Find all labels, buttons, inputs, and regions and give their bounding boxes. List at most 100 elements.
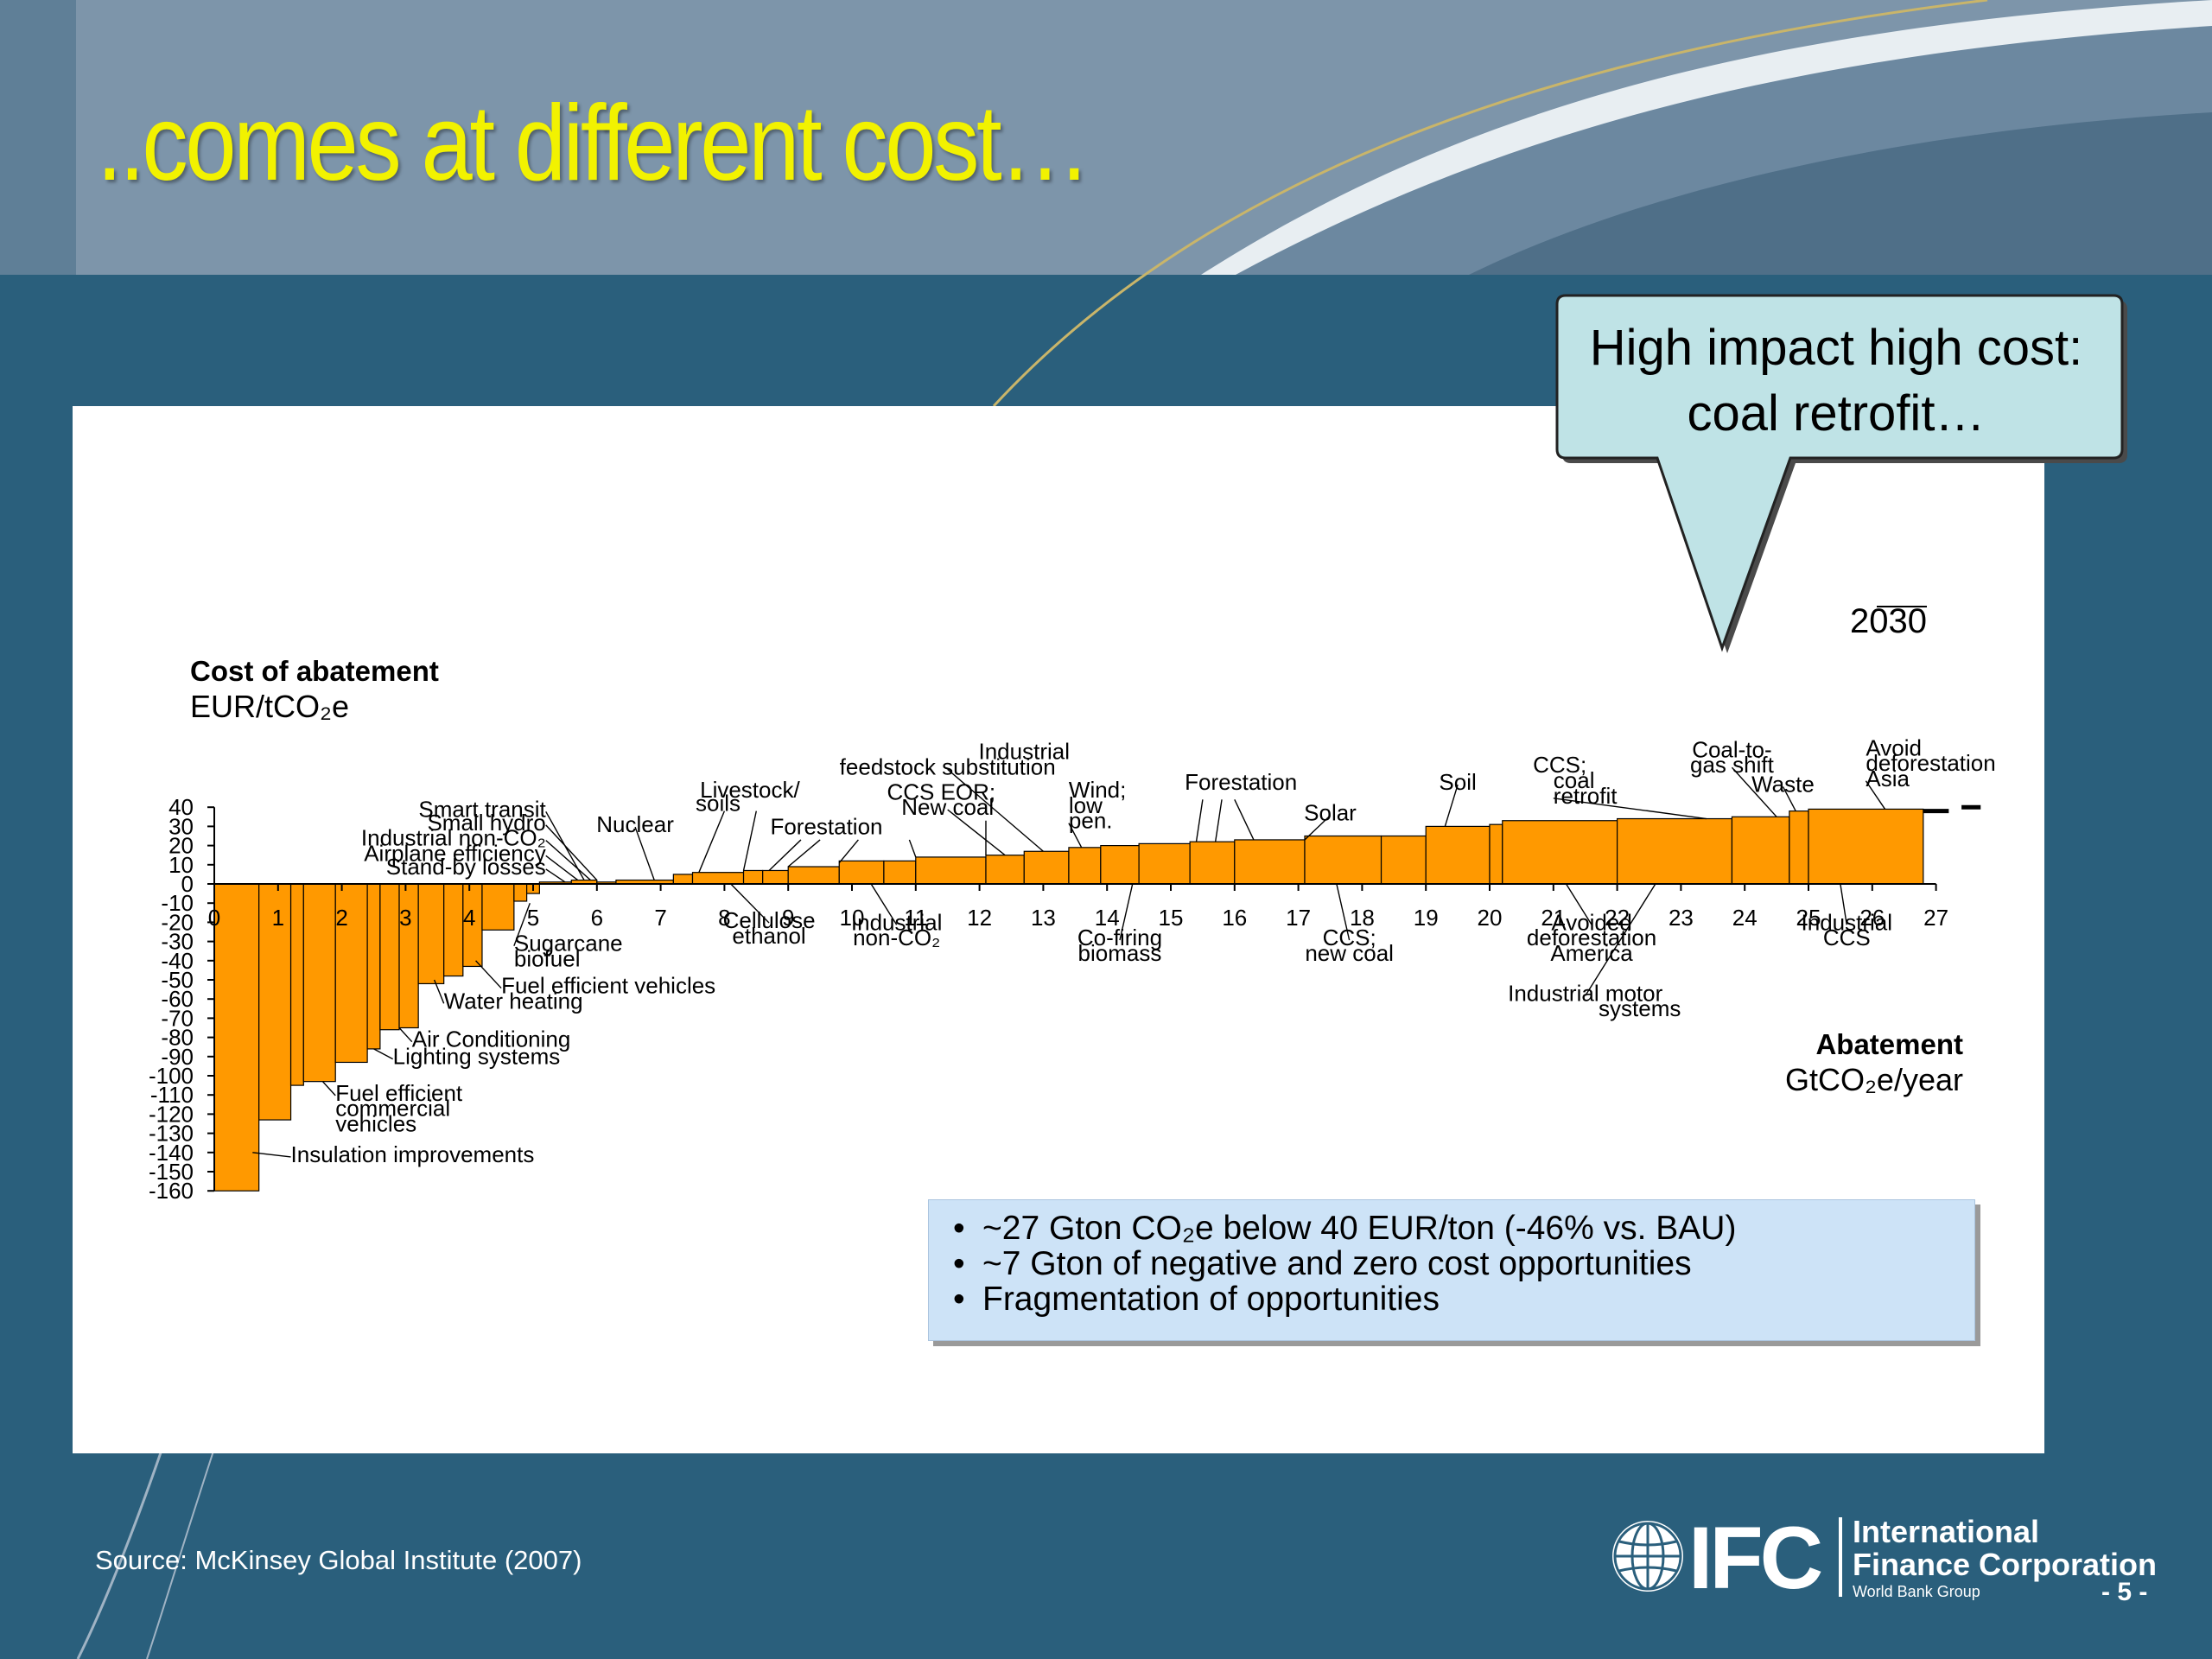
data-label: Industrial — [979, 739, 1071, 765]
data-label: Livestock/ — [700, 777, 800, 803]
x-tick-label: 25 — [1796, 905, 1821, 931]
leader-line — [1840, 883, 1847, 925]
leader-line — [1234, 799, 1255, 841]
data-label: soils — [696, 791, 741, 817]
leader-line — [908, 839, 917, 858]
data-label: Water heating — [444, 988, 583, 1014]
x-tick-label: 14 — [1095, 905, 1120, 931]
y-axis-title: Cost of abatement — [190, 655, 439, 687]
x-tick-label: 24 — [1732, 905, 1758, 931]
cost-bar — [258, 883, 292, 1121]
data-label: Fuel efficient — [335, 1080, 463, 1106]
data-label: Soil — [1439, 769, 1476, 795]
x-tick-label: 13 — [1031, 905, 1056, 931]
leader-line — [475, 960, 502, 989]
data-label: biofuel — [514, 945, 581, 971]
leader-line — [947, 768, 1044, 852]
cost-bar — [1502, 820, 1618, 885]
data-label: Co-firing — [1077, 925, 1162, 950]
logo-line-world-bank-group: World Bank Group — [1853, 1583, 1980, 1600]
y-tick-label: -140 — [149, 1140, 194, 1166]
cost-bar — [213, 883, 260, 1192]
leader-lines-group — [252, 766, 1886, 1158]
data-label: pen. — [1069, 808, 1113, 834]
data-label: Insulation improvements — [291, 1141, 535, 1167]
page-number: - 5 - — [2101, 1578, 2148, 1606]
cost-bar — [1068, 847, 1102, 885]
data-label: gas shift — [1690, 752, 1775, 778]
data-label: Air Conditioning — [412, 1027, 571, 1052]
data-label: Sugarcane — [514, 931, 623, 957]
leader-line — [1336, 883, 1351, 941]
leader-line — [513, 902, 531, 946]
x-tick-label: 9 — [782, 905, 794, 931]
data-label: Industrial non-CO₂ — [361, 825, 546, 851]
data-label: Forestation — [770, 813, 882, 839]
cost-bar — [1138, 842, 1191, 885]
leader-line — [1119, 883, 1134, 941]
data-label: retrofit — [1554, 783, 1618, 809]
summary-bullet: ~7 Gton of negative and zero cost opport… — [953, 1246, 1974, 1281]
data-label: vehicles — [335, 1110, 416, 1136]
leader-line — [870, 883, 898, 925]
decor-curve-bottom-2 — [146, 1416, 226, 1659]
logo-line-international: International — [1853, 1514, 2040, 1549]
x-axis-unit: GtCO₂e/year — [1785, 1062, 1963, 1097]
header-swoosh-shade — [1469, 112, 2212, 275]
ifc-logo-mark: IFC — [1688, 1509, 1823, 1607]
summary-bullet: Fragmentation of opportunities — [953, 1281, 1974, 1317]
axes-group: 403020100-10-20-30-40-50-60-70-80-90-100… — [149, 794, 1948, 1204]
x-tick-label: 23 — [1669, 905, 1694, 931]
data-label: New coal — [901, 794, 994, 820]
x-tick-label: 12 — [967, 905, 992, 931]
leader-line — [768, 839, 802, 871]
data-label: Forestation — [1185, 769, 1297, 795]
leader-line — [787, 839, 821, 868]
leader-line — [545, 824, 598, 881]
x-axis-title: Abatement — [1815, 1028, 1963, 1060]
callout-text: High impact high cost: coal retrofit… — [1589, 320, 2083, 442]
leader-line — [1444, 785, 1459, 827]
globe-icon-graphic — [1613, 1522, 1682, 1591]
logo-line-finance-corporation: Finance Corporation — [1853, 1547, 2158, 1582]
leader-line — [1565, 883, 1592, 925]
data-label: Smart transit — [418, 796, 546, 822]
x-tick-label: 20 — [1478, 905, 1503, 931]
data-label: Industrial — [1802, 909, 1893, 935]
x-tick-label: 27 — [1923, 905, 1948, 931]
logo-divider — [1839, 1517, 1842, 1597]
globe-icon — [1612, 1521, 1683, 1592]
data-label: Industrial motor — [1508, 980, 1663, 1006]
data-label: Solar — [1304, 800, 1357, 826]
data-label: ethanol — [732, 923, 805, 949]
y-tick-label: 10 — [168, 852, 194, 878]
leader-line — [947, 809, 1006, 856]
leader-line — [1214, 799, 1223, 842]
x-tick-label: 15 — [1159, 905, 1184, 931]
leader-line — [698, 810, 726, 873]
y-tick-label: -50 — [161, 967, 194, 993]
leader-line — [1782, 786, 1796, 811]
data-label: Asia — [1866, 766, 1910, 791]
cost-bar — [481, 883, 515, 931]
y-tick-label: -110 — [150, 1082, 194, 1108]
x-tick-label: 21 — [1541, 905, 1566, 931]
x-tick-label: 18 — [1350, 905, 1375, 931]
x-tick-label: 6 — [591, 905, 603, 931]
leader-line — [838, 839, 859, 864]
data-label: systems — [1599, 995, 1681, 1021]
leader-line — [1865, 780, 1886, 810]
year-label: 2030 — [1850, 602, 1927, 640]
data-label: new coal — [1305, 940, 1394, 966]
cost-bar — [838, 860, 885, 885]
data-label: CCS; — [1323, 925, 1376, 950]
data-label: deforestation — [1527, 925, 1656, 950]
data-label: CCS EOR; — [887, 779, 995, 804]
data-label: Avoided — [1551, 909, 1632, 935]
source-note: Source: McKinsey Global Institute (2007) — [95, 1545, 582, 1575]
cost-bar — [1616, 817, 1733, 885]
leader-line — [433, 979, 445, 1004]
summary-list: ~27 Gton CO₂e below 40 EUR/ton (-46% vs.… — [929, 1200, 1974, 1317]
